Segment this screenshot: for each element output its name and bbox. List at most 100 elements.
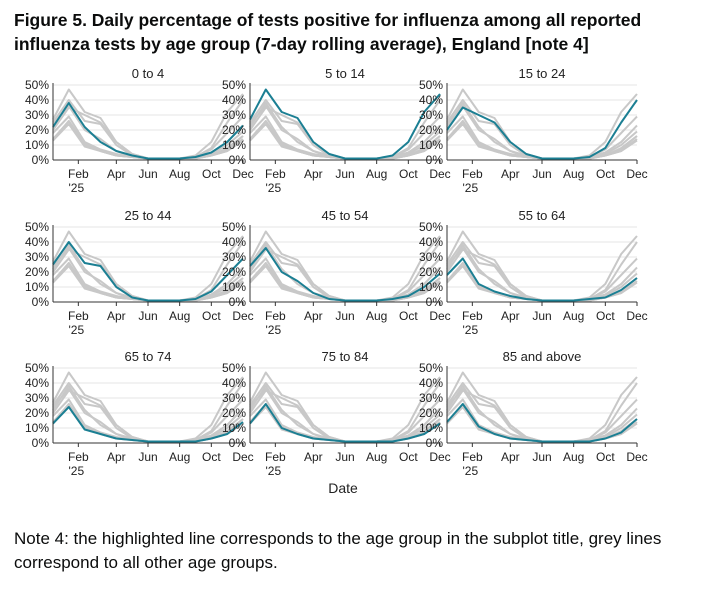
x-tick-label: '25 <box>69 464 85 478</box>
y-tick-label: 10% <box>419 138 443 152</box>
x-tick-label: '25 <box>69 181 85 195</box>
panel-title: 15 to 24 <box>519 66 566 81</box>
series-line-highlight <box>446 257 638 302</box>
panel-title: 45 to 54 <box>322 208 369 223</box>
series-line-grey <box>249 244 441 302</box>
x-tick-label: Dec <box>232 309 253 323</box>
y-tick-label: 50% <box>419 220 443 234</box>
x-tick-label: Jun <box>335 309 354 323</box>
series-line-grey <box>249 102 441 160</box>
y-tick-label: 50% <box>222 78 246 92</box>
x-tick-label: Dec <box>626 167 647 181</box>
y-tick-label: 20% <box>25 265 49 279</box>
y-tick-label: 10% <box>419 280 443 294</box>
y-tick-label: 40% <box>25 235 49 249</box>
x-tick-label: '25 <box>266 323 282 337</box>
y-tick-label: 0% <box>32 295 50 309</box>
y-tick-label: 20% <box>25 406 49 420</box>
x-tick-label: Apr <box>501 309 520 323</box>
x-tick-label: Jun <box>335 167 354 181</box>
x-tick-label: Feb <box>265 309 286 323</box>
x-tick-label: Apr <box>107 167 126 181</box>
y-tick-label: 0% <box>426 295 444 309</box>
series-line-grey <box>249 385 441 443</box>
y-tick-label: 30% <box>419 108 443 122</box>
series-line-grey <box>446 385 638 443</box>
panel-title: 85 and above <box>503 349 582 364</box>
series-line-highlight <box>52 406 244 443</box>
y-tick-label: 40% <box>222 376 246 390</box>
x-tick-label: Aug <box>366 309 387 323</box>
y-tick-label: 10% <box>222 421 246 435</box>
x-tick-label: Aug <box>169 450 190 464</box>
x-tick-label: Oct <box>399 450 418 464</box>
y-tick-label: 20% <box>419 265 443 279</box>
y-tick-label: 0% <box>229 436 247 450</box>
x-tick-label: Oct <box>202 450 221 464</box>
panel-title: 55 to 64 <box>519 208 566 223</box>
figure-title: Figure 5. Daily percentage of tests posi… <box>14 10 642 54</box>
series-line-grey <box>52 244 244 302</box>
figure-note: Note 4: the highlighted line corresponds… <box>14 529 662 572</box>
y-tick-label: 10% <box>25 138 49 152</box>
panel-title: 25 to 44 <box>125 208 172 223</box>
panel-title: 65 to 74 <box>125 349 172 364</box>
y-tick-label: 30% <box>25 391 49 405</box>
y-tick-label: 10% <box>419 421 443 435</box>
y-tick-label: 40% <box>419 376 443 390</box>
x-tick-label: Oct <box>399 309 418 323</box>
x-tick-label: Feb <box>68 167 89 181</box>
x-axis-label: Date <box>328 480 358 496</box>
x-tick-label: Jun <box>138 309 157 323</box>
y-tick-label: 20% <box>222 265 246 279</box>
y-tick-label: 20% <box>222 406 246 420</box>
x-tick-label: Dec <box>626 309 647 323</box>
y-tick-label: 0% <box>32 153 50 167</box>
y-tick-label: 10% <box>25 421 49 435</box>
x-tick-label: Aug <box>366 167 387 181</box>
x-tick-label: Jun <box>138 167 157 181</box>
x-tick-label: Apr <box>501 167 520 181</box>
x-tick-label: Apr <box>304 309 323 323</box>
y-tick-label: 40% <box>222 93 246 107</box>
panel-title: 75 to 84 <box>322 349 369 364</box>
x-tick-label: Feb <box>462 450 483 464</box>
x-tick-label: Jun <box>138 450 157 464</box>
series-line-highlight <box>249 247 441 302</box>
y-tick-label: 30% <box>419 391 443 405</box>
x-tick-label: Dec <box>429 309 450 323</box>
y-tick-label: 20% <box>25 123 49 137</box>
y-tick-label: 50% <box>419 361 443 375</box>
x-tick-label: Dec <box>232 167 253 181</box>
x-tick-label: Aug <box>563 167 584 181</box>
x-tick-label: Aug <box>366 450 387 464</box>
x-tick-label: Feb <box>68 450 89 464</box>
x-tick-label: Oct <box>596 167 615 181</box>
y-tick-label: 0% <box>32 436 50 450</box>
y-tick-label: 50% <box>222 361 246 375</box>
panel-6: 55 to 64 0%10%20%30%40%50% Feb'25 Apr Jun Aug… <box>419 208 648 337</box>
y-tick-label: 0% <box>426 436 444 450</box>
x-tick-label: '25 <box>266 464 282 478</box>
x-tick-label: Apr <box>501 450 520 464</box>
y-tick-label: 40% <box>419 235 443 249</box>
x-tick-label: Jun <box>532 450 551 464</box>
y-tick-label: 20% <box>419 406 443 420</box>
y-tick-label: 0% <box>229 153 247 167</box>
series-line-grey <box>446 244 638 302</box>
y-tick-label: 50% <box>222 220 246 234</box>
y-tick-label: 10% <box>222 138 246 152</box>
series-line-highlight <box>446 99 638 160</box>
x-tick-label: Jun <box>335 450 354 464</box>
y-tick-label: 50% <box>25 220 49 234</box>
x-tick-label: Oct <box>399 167 418 181</box>
y-tick-label: 40% <box>222 235 246 249</box>
x-tick-label: Feb <box>68 309 89 323</box>
x-tick-label: Apr <box>107 309 126 323</box>
series-line-highlight <box>446 403 638 443</box>
y-tick-label: 50% <box>419 78 443 92</box>
series-line-highlight <box>249 88 441 160</box>
